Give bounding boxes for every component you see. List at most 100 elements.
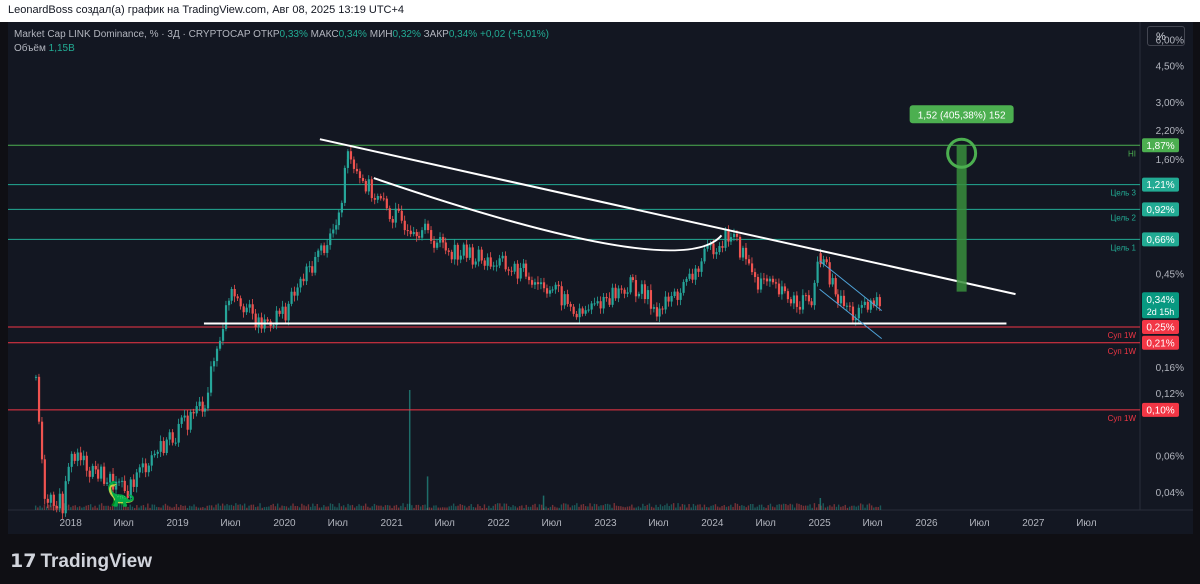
candle [103,466,106,484]
candle [355,168,359,172]
volume-bar [837,504,840,510]
candle [444,242,447,251]
level-price-box [1142,202,1179,217]
volume-bar [76,507,79,510]
candle [872,300,875,306]
candle [869,300,872,310]
candle [159,441,162,452]
volume-bar [98,504,101,510]
candle [168,432,171,440]
volume-bar [496,503,499,510]
candle [801,295,805,310]
volume-bar [556,507,558,510]
candle [744,247,748,260]
volume-bar [408,390,411,510]
candle [798,306,802,310]
candle [412,232,415,235]
volume-bar [857,505,860,510]
volume-bar [155,506,158,510]
volume-bar [259,503,261,510]
volume-bar [237,504,239,510]
candle [174,442,177,444]
percent-scale-button[interactable]: % [1147,26,1185,46]
volume-bar [859,503,862,510]
volume-bar [70,507,72,510]
legend-interval[interactable]: 3Д [167,29,180,40]
candle [70,453,73,462]
volume-bar [153,504,156,510]
volume-bar [228,505,230,510]
candle [121,480,124,482]
volume-bar [129,504,131,510]
legend-close-value: 0,34% [448,29,478,40]
candle [522,263,525,269]
volume-bar [844,504,846,510]
volume-bar [776,504,778,510]
x-tick-label: Июл [435,518,455,529]
candle [290,291,293,304]
volume-bar [813,503,816,510]
volume-bar [631,504,633,510]
tradingview-mark-icon: 17 [10,550,37,572]
candle [786,291,790,300]
volume-bar [184,505,186,510]
volume-bar [730,504,732,510]
volume-bar [215,504,217,510]
brand-name: TradingView [40,551,153,572]
candle [495,265,498,267]
candle [37,376,41,422]
volume-bar [54,505,57,510]
y-tick-label: 4,50% [1156,61,1184,72]
volume-bar [584,506,587,510]
y-tick-label: 0,04% [1156,488,1184,499]
candle [774,282,778,284]
y-tick-label: 0,06% [1156,451,1184,462]
candle [691,273,694,280]
volume-bar [274,506,277,510]
volume-bar [763,507,765,510]
volume-bar [316,503,318,510]
volume-bar [353,507,356,510]
volume-bar [470,504,472,510]
tradingview-logo[interactable]: 17 TradingView [10,550,152,573]
volume-bar [562,503,565,510]
volume-bar [270,505,272,510]
trendline [819,288,882,339]
candle [206,392,210,409]
chart-canvas[interactable]: 6,00% 4,50% 3,00% 2,20% 1,60% 0,45% 0,16% 0,12%… [8,22,1193,534]
volume-bar [501,506,503,510]
volume-bar [789,503,791,510]
volume-bar [653,507,655,510]
legend-symbol[interactable]: Market Cap LINK Dominance, % [14,29,159,40]
level-price-label: 0,25% [1146,323,1174,334]
x-tick-label: 2025 [808,518,831,529]
candle [189,411,192,430]
chart-panel[interactable]: 6,00% 4,50% 3,00% 2,20% 1,60% 0,45% 0,16% 0,12%… [8,22,1193,534]
candle [614,287,617,299]
volume-bar [510,507,512,510]
volume-bar [525,504,527,510]
volume-bar [120,504,123,510]
volume-bar [769,503,772,510]
volume-bar [301,503,303,510]
volume-bar [272,503,274,510]
volume-bar [518,506,521,510]
candle [727,229,730,242]
volume-bar [239,504,241,510]
volume-bar [780,504,783,510]
volume-bar [426,476,429,510]
candle [299,278,302,288]
volume-bar [767,505,769,510]
y-tick-label: 3,00% [1156,98,1184,109]
volume-bar [162,505,164,510]
candle [527,276,531,281]
candle [792,295,796,304]
candle [848,305,852,307]
candle [239,298,242,307]
volume-bar [224,505,226,510]
volume-bar [457,505,459,510]
volume-bar [661,506,664,510]
volume-bar [617,506,620,510]
target-circle [946,137,978,169]
volume-bar [512,505,514,510]
